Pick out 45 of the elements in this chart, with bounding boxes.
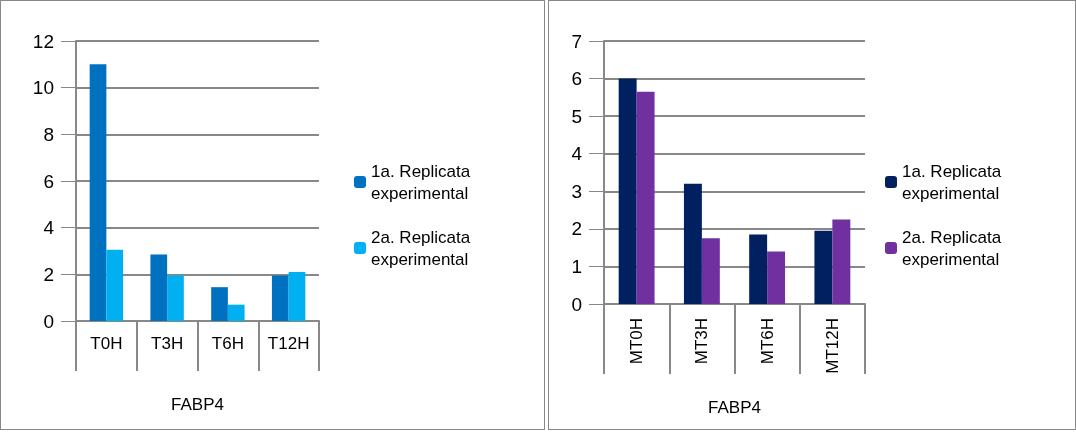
legend-label: 1a. Replicata experimental — [371, 161, 475, 203]
bar — [618, 78, 637, 304]
bar — [749, 234, 768, 304]
x-axis-title: FABP4 — [171, 395, 224, 414]
y-tick-label: 8 — [43, 123, 54, 145]
bar — [767, 251, 786, 304]
y-tick-label: 4 — [43, 217, 55, 239]
bar — [683, 183, 702, 304]
y-tick-label: 6 — [571, 68, 582, 90]
y-tick-label: 0 — [571, 293, 582, 315]
legend-label: 1a. Replicata experimental — [902, 161, 1006, 203]
x-tick-label: T6H — [211, 334, 244, 353]
y-tick-label: 2 — [43, 263, 54, 285]
bar — [636, 91, 655, 304]
x-tick-label: MT6H — [757, 318, 777, 365]
bar — [211, 287, 228, 321]
legend-label: 2a. Replicata experimental — [371, 227, 475, 269]
y-tick-label: 12 — [32, 30, 54, 52]
x-tick-label: T0H — [90, 334, 123, 353]
x-axis-title: FABP4 — [708, 398, 761, 417]
bar — [271, 275, 289, 321]
x-tick-label: T3H — [151, 334, 184, 353]
bar — [150, 254, 168, 321]
legend-label: 2a. Replicata experimental — [902, 227, 1006, 269]
bar — [832, 219, 851, 304]
y-tick-label: 3 — [571, 180, 582, 202]
bar — [106, 249, 124, 321]
bar — [167, 275, 184, 321]
y-tick-label: 5 — [571, 105, 582, 127]
bar — [288, 272, 306, 321]
x-tick-label: MT3H — [692, 318, 712, 365]
bar — [89, 64, 107, 321]
x-tick-label: MT0H — [627, 318, 647, 365]
y-tick-label: 10 — [32, 77, 54, 99]
x-tick-label: T12H — [267, 334, 310, 353]
y-tick-label: 4 — [571, 143, 583, 165]
y-tick-label: 6 — [43, 170, 54, 192]
y-tick-label: 1 — [571, 255, 582, 277]
bar — [227, 304, 245, 321]
y-tick-label: 7 — [571, 30, 582, 52]
y-tick-label: 2 — [571, 218, 582, 240]
bar — [701, 238, 720, 304]
bar — [814, 230, 833, 304]
y-tick-label: 0 — [43, 310, 54, 332]
x-tick-label: MT12H — [822, 318, 842, 374]
